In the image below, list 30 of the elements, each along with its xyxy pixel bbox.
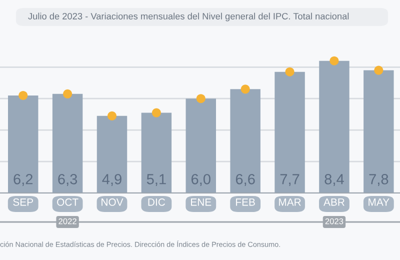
data-label: 6,2 — [14, 174, 33, 186]
point — [18, 90, 28, 100]
data-label: 8,4 — [324, 174, 344, 186]
data-label: 6,0 — [191, 174, 210, 186]
text: 2023 — [325, 218, 344, 224]
data-label: 4,9 — [102, 174, 122, 186]
data-label: 6,3 — [58, 174, 78, 186]
point — [63, 89, 72, 98]
x-tick-label: SEP — [13, 198, 33, 206]
data-label: 6,6 — [236, 174, 255, 186]
x-tick-label: MAY — [368, 198, 390, 206]
data-label: 7,7 — [280, 174, 300, 186]
x-tick-label: OCT — [57, 198, 78, 206]
x-tick-label: FEB — [236, 198, 255, 206]
point — [240, 84, 250, 94]
data-label: 7,8 — [369, 174, 388, 186]
x-tick-label: MAR — [279, 198, 301, 206]
point — [196, 94, 206, 104]
point — [152, 108, 161, 118]
point — [108, 111, 116, 120]
point — [285, 67, 294, 76]
x-tick-label: NOV — [102, 198, 124, 206]
text: 2022 — [58, 218, 76, 224]
x-tick-label: DIC — [148, 198, 166, 206]
data-label: 5,1 — [146, 174, 166, 186]
point — [330, 56, 339, 66]
point — [374, 66, 384, 75]
x-tick-label: ENE — [191, 198, 212, 206]
chart-title: Julio de 2023 - Variaciones mensuales del Nivel general del IPC. Total nacional — [28, 12, 349, 22]
x-tick-label: ABR — [324, 198, 344, 206]
